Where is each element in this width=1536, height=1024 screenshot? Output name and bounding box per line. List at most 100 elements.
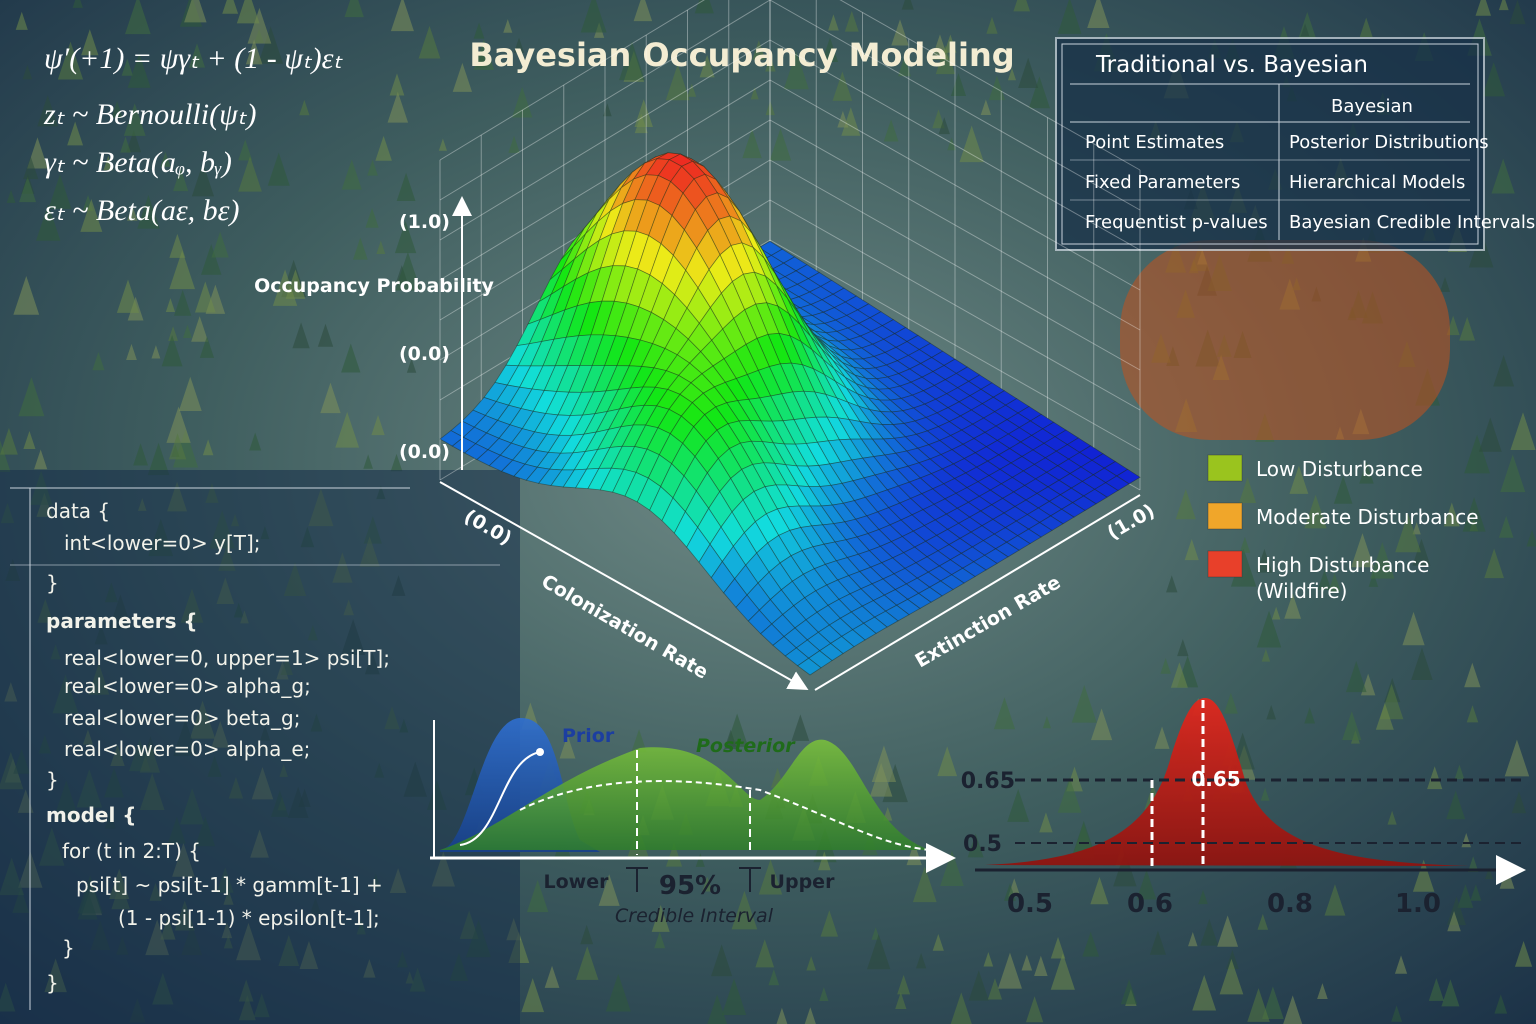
- tree: [166, 406, 191, 443]
- tree: [707, 994, 728, 1024]
- tree: [267, 152, 290, 186]
- legend-label: Low Disturbance: [1256, 457, 1423, 481]
- tree: [1475, 0, 1492, 16]
- surface-cell: [789, 527, 814, 551]
- tree: [1057, 777, 1082, 813]
- tree: [174, 289, 192, 316]
- surface-cell: [824, 393, 850, 420]
- code-line: }: [46, 571, 59, 595]
- tree: [1004, 883, 1016, 901]
- tree: [1359, 461, 1374, 484]
- surface-cell: [1030, 428, 1056, 444]
- surface-cell: [872, 454, 898, 473]
- surface-cell: [944, 372, 970, 389]
- surface-cell: [694, 196, 720, 232]
- surface-cell: [723, 578, 748, 609]
- surface-cell: [928, 580, 954, 597]
- tree: [1177, 639, 1189, 657]
- tree: [249, 432, 262, 451]
- surface-cell: [716, 191, 742, 222]
- tree: [23, 156, 39, 180]
- tree: [103, 155, 114, 171]
- surface-cell: [875, 376, 901, 390]
- equation: ψ′(+1) = ψγₜ + (1 - ψₜ)εₜ: [44, 42, 343, 75]
- surface-cell: [1027, 522, 1053, 538]
- surface-cell: [661, 497, 686, 534]
- tree: [15, 11, 28, 30]
- tree: [165, 298, 176, 312]
- tree: [1149, 930, 1166, 955]
- surface-cell: [799, 304, 825, 316]
- tree: [1217, 915, 1239, 947]
- tree: [19, 176, 37, 203]
- surface-cell: [708, 490, 733, 528]
- surface-cell: [912, 525, 938, 542]
- posterior-curve: [519, 780, 931, 851]
- surface-cell: [946, 522, 972, 539]
- tree: [182, 324, 192, 338]
- tree: [121, 58, 133, 76]
- table-cell: Frequentist p-values: [1085, 212, 1268, 233]
- tree: [1441, 979, 1460, 1007]
- surface-cell: [744, 303, 769, 339]
- tree: [820, 910, 839, 937]
- tree: [832, 71, 853, 101]
- surface-cell: [1093, 482, 1119, 498]
- surface-cell: [1005, 535, 1031, 551]
- tree: [1261, 648, 1271, 662]
- tree: [1459, 316, 1476, 341]
- surface-cell: [894, 583, 920, 600]
- tree: [1300, 23, 1310, 37]
- surface-cell: [1055, 444, 1081, 460]
- surface-cell: [806, 631, 832, 652]
- tree: [161, 335, 183, 367]
- tree: [944, 34, 957, 53]
- z-tick-label: (1.0): [399, 211, 450, 233]
- surface-cell: [992, 390, 1018, 406]
- tree: [67, 121, 84, 146]
- tree: [1039, 812, 1053, 833]
- y-tick-label: 0.65: [961, 769, 1015, 794]
- tree: [605, 973, 631, 1012]
- surface-cell: [779, 362, 805, 393]
- tree: [818, 851, 831, 871]
- tree: [603, 103, 612, 117]
- surface-cell: [697, 507, 722, 545]
- tree: [1484, 548, 1504, 579]
- tree: [768, 969, 780, 986]
- tree: [575, 946, 599, 980]
- tree: [912, 866, 937, 903]
- surface-cell: [850, 457, 876, 479]
- code-line: for (t in 2:T) {: [62, 839, 201, 863]
- tree: [1500, 454, 1526, 493]
- tree: [844, 10, 859, 32]
- tree: [871, 927, 880, 940]
- tree: [1184, 539, 1199, 561]
- tree: [804, 1007, 816, 1024]
- tree: [742, 128, 762, 159]
- tree: [124, 0, 151, 35]
- x-tick-label: 0.5: [1007, 889, 1053, 919]
- tree: [1087, 0, 1110, 28]
- tree: [111, 100, 123, 118]
- tree: [1013, 0, 1031, 12]
- code-line: parameters {: [46, 609, 198, 633]
- surface-cell: [896, 465, 922, 483]
- surface-cell: [574, 221, 599, 260]
- tree: [1468, 856, 1479, 872]
- surface-cell: [798, 505, 824, 527]
- surface-cell: [586, 209, 612, 250]
- surface-cell: [856, 392, 882, 413]
- wall-grid: [769, 159, 1141, 371]
- wildfire-area: [1120, 240, 1450, 440]
- tree: [997, 952, 1022, 989]
- surface-cell: [616, 336, 641, 367]
- surface-cell: [791, 573, 817, 599]
- table-header: Bayesian: [1331, 96, 1413, 117]
- tree: [238, 156, 262, 192]
- tree: [968, 970, 989, 1001]
- surface-cell: [579, 334, 604, 366]
- surface-cell: [645, 158, 671, 176]
- tree: [1443, 502, 1460, 527]
- surface-cell: [801, 364, 827, 395]
